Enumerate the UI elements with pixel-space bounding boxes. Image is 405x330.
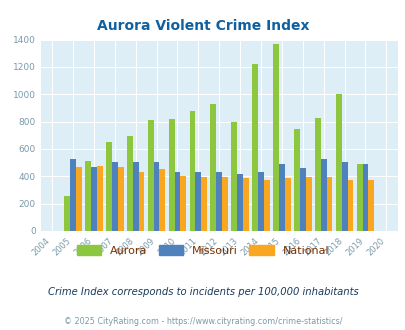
Bar [106, 142, 111, 231]
Bar [335, 94, 341, 231]
Bar [326, 177, 332, 231]
Bar [356, 164, 362, 231]
Bar [96, 166, 102, 231]
Bar [174, 172, 180, 231]
Bar [91, 167, 96, 231]
Legend: Aurora, Missouri, National: Aurora, Missouri, National [72, 241, 333, 260]
Bar [263, 181, 269, 231]
Bar [320, 158, 326, 231]
Bar [210, 104, 216, 231]
Bar [258, 172, 263, 231]
Bar [231, 122, 237, 231]
Bar [132, 162, 138, 231]
Bar [168, 119, 174, 231]
Bar [278, 164, 284, 231]
Bar [216, 172, 222, 231]
Bar [341, 162, 347, 231]
Bar [189, 112, 195, 231]
Bar [293, 129, 299, 231]
Bar [222, 177, 228, 231]
Bar [111, 162, 117, 231]
Bar [201, 177, 207, 231]
Bar [237, 174, 243, 231]
Bar [159, 170, 165, 231]
Bar [273, 44, 278, 231]
Text: Aurora Violent Crime Index: Aurora Violent Crime Index [96, 19, 309, 33]
Bar [64, 196, 70, 231]
Bar [314, 117, 320, 231]
Bar [85, 161, 91, 231]
Bar [127, 136, 132, 231]
Bar [138, 172, 144, 231]
Bar [180, 176, 186, 231]
Text: © 2025 CityRating.com - https://www.cityrating.com/crime-statistics/: © 2025 CityRating.com - https://www.city… [64, 317, 341, 326]
Bar [243, 178, 248, 231]
Bar [195, 172, 201, 231]
Bar [362, 164, 367, 231]
Bar [284, 178, 290, 231]
Bar [76, 167, 81, 231]
Text: Crime Index corresponds to incidents per 100,000 inhabitants: Crime Index corresponds to incidents per… [47, 287, 358, 297]
Bar [305, 177, 311, 231]
Bar [117, 167, 123, 231]
Bar [347, 180, 352, 231]
Bar [299, 168, 305, 231]
Bar [367, 180, 373, 231]
Bar [70, 159, 76, 231]
Bar [147, 120, 153, 231]
Bar [153, 162, 159, 231]
Bar [252, 63, 258, 231]
